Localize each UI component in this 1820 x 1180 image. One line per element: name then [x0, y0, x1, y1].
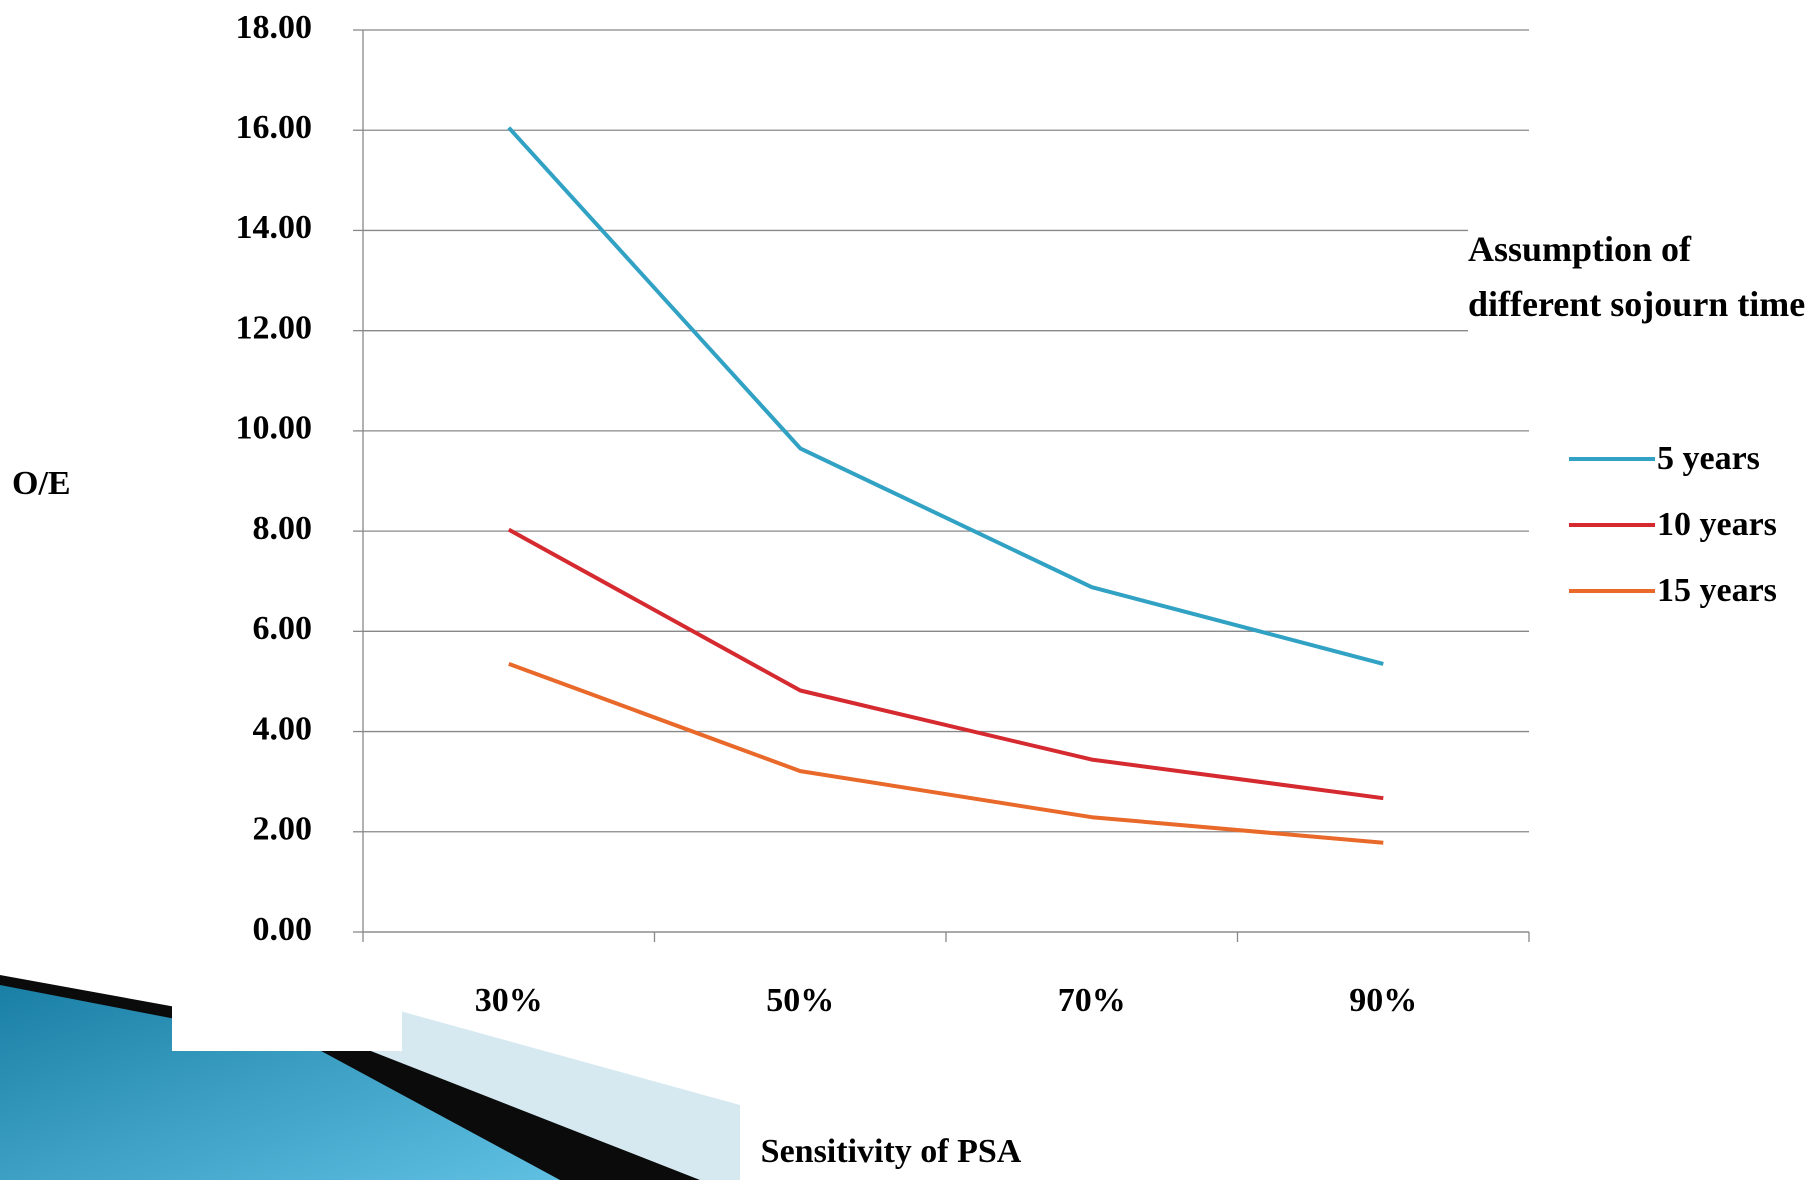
- series-line: [509, 530, 1384, 799]
- y-tick-label: 10.00: [236, 410, 313, 447]
- grid: [353, 30, 1529, 942]
- y-tick-label: 18.00: [236, 9, 313, 46]
- y-tick-label: 6.00: [253, 610, 313, 647]
- chart: O/E Sensitivity of PSA 0.00 2.00 4.00 6.00 8…: [0, 0, 1820, 1180]
- plot: [509, 128, 1384, 843]
- x-axis-label: Sensitivity of PSA: [761, 1133, 1022, 1170]
- y-tick-label: 8.00: [253, 510, 313, 547]
- y-tick-label: 0.00: [253, 911, 313, 948]
- y-tick-label: 4.00: [253, 710, 313, 747]
- x-tick-label: 30%: [475, 982, 543, 1019]
- x-tick-label: 90%: [1349, 982, 1417, 1019]
- legend-label: 10 years: [1657, 506, 1777, 543]
- y-tick-label: 14.00: [236, 209, 313, 246]
- y-tick-label: 2.00: [253, 811, 313, 848]
- y-tick-label: 16.00: [236, 109, 313, 146]
- decoration: [0, 975, 740, 1180]
- legend-label: 15 years: [1657, 572, 1777, 609]
- series-line: [509, 128, 1384, 664]
- x-tick-label: 50%: [766, 982, 834, 1019]
- legend-title: Assumption of different sojourn time: [1468, 222, 1808, 338]
- legend-label: 5 years: [1657, 440, 1760, 477]
- series-line: [509, 664, 1384, 843]
- y-tick-label: 12.00: [236, 309, 313, 346]
- x-tick-label: 70%: [1058, 982, 1126, 1019]
- page: {"chart_data": {"type": "line", "y_label…: [0, 0, 1820, 1180]
- y-axis-label: O/E: [12, 465, 71, 502]
